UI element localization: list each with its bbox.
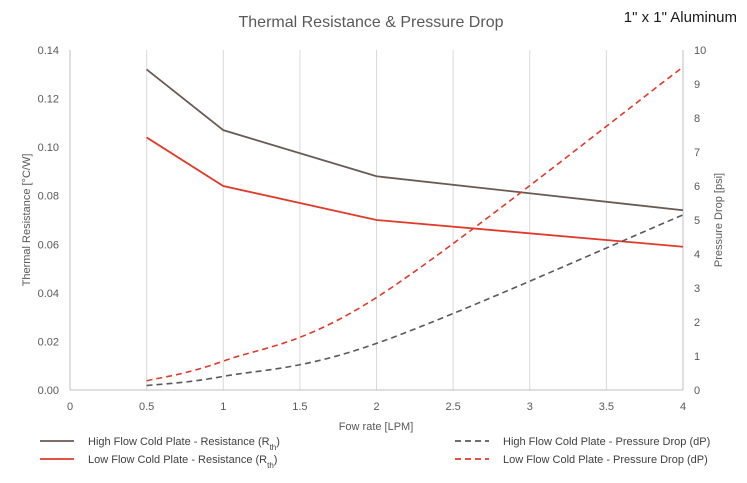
series-line-2 [146, 136, 684, 248]
y-right-tick-label: 8 [694, 113, 700, 125]
corner-label: 1" x 1" Aluminum [624, 9, 737, 26]
y-left-tick-label: 0.04 [38, 288, 59, 300]
legend-label: High Flow Cold Plate - Resistance (Rth) [88, 436, 280, 452]
series-line-4 [146, 66, 684, 382]
y-right-tick-label: 5 [694, 215, 700, 227]
x-tick-label: 2 [373, 401, 379, 413]
x-tick-label: 0.5 [139, 401, 154, 413]
y-left-tick-label: 0.00 [38, 385, 59, 397]
y-left-tick-label: 0.06 [38, 239, 59, 251]
chart-title: Thermal Resistance & Pressure Drop [239, 14, 504, 31]
legend-label: High Flow Cold Plate - Pressure Drop (dP… [503, 436, 710, 448]
tick-labels: 0 0.5 1 1.5 2 2.5 3 3.5 4 0.00 0.02 0.04 0.06 0.08 0.1… [38, 45, 707, 413]
axes [69, 50, 684, 391]
y-right-tick-label: 7 [694, 147, 700, 159]
y-right-tick-label: 0 [694, 385, 700, 397]
grid [146, 50, 607, 390]
y-left-tick-label: 0.08 [38, 191, 59, 203]
y-left-tick-label: 0.12 [38, 94, 59, 106]
x-tick-label: 1 [220, 401, 226, 413]
y-right-tick-label: 1 [694, 351, 700, 363]
x-tick-label: 4 [680, 401, 686, 413]
y-right-tick-label: 2 [694, 317, 700, 329]
x-tick-label: 0 [67, 401, 73, 413]
y-left-tick-label: 0.10 [38, 142, 59, 154]
legend: High Flow Cold Plate - Resistance (Rth) L… [40, 436, 710, 470]
y-left-tick-label: 0.02 [38, 336, 59, 348]
y-right-tick-label: 10 [694, 45, 706, 57]
x-axis-label: Fow rate [LPM] [339, 421, 414, 433]
x-tick-label: 3 [527, 401, 533, 413]
y-right-tick-label: 9 [694, 79, 700, 91]
series-layer [146, 66, 684, 387]
y-right-axis-label: Pressure Drop [psi] [713, 173, 725, 267]
y-left-axis-label: Thermal Resistance [°C/W] [21, 154, 33, 287]
y-right-tick-label: 4 [694, 249, 700, 261]
y-right-tick-label: 6 [694, 181, 700, 193]
x-tick-label: 3.5 [599, 401, 614, 413]
series-line-1 [146, 68, 684, 212]
y-left-tick-label: 0.14 [38, 45, 59, 57]
x-tick-label: 2.5 [445, 401, 460, 413]
y-right-tick-label: 3 [694, 283, 700, 295]
legend-label: Low Flow Cold Plate - Resistance (Rth) [88, 454, 277, 470]
x-tick-label: 1.5 [292, 401, 307, 413]
legend-label: Low Flow Cold Plate - Pressure Drop (dP) [503, 454, 708, 466]
series-line-3 [146, 214, 684, 387]
